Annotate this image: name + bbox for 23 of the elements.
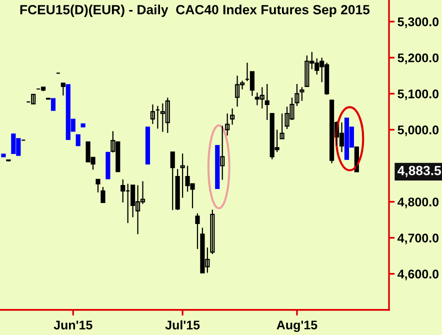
candlestick	[50, 98, 56, 111]
y-tick-label: 4,800.0	[398, 198, 439, 208]
candlestick	[96, 178, 100, 193]
y-tick-label: 5,100.0	[398, 89, 439, 100]
x-tick-label: Aug'15	[276, 320, 318, 332]
candlestick	[215, 145, 220, 189]
candlestick	[106, 152, 110, 180]
candlestick	[1, 154, 6, 158]
y-tick-label: 5,300.0	[398, 17, 439, 28]
candlestick	[195, 212, 200, 250]
x-tick-label: Jun'15	[54, 320, 92, 330]
chart-title: FCEU15(D)(EUR) - Daily CAC40 Index Futures Sep 2015	[20, 4, 370, 17]
y-tick-label: 5,200.0	[398, 53, 439, 64]
candlestick	[354, 146, 359, 172]
y-tick-label: 4,700.0	[398, 234, 439, 244]
candlestick	[145, 126, 150, 164]
y-tick-label: 4,600.0	[398, 270, 439, 280]
candlestick	[76, 134, 80, 146]
candlestick	[6, 159, 11, 162]
y-tick-label: 5,000.0	[398, 126, 439, 136]
text: 4,883.5	[398, 166, 441, 178]
x-tick-label: Jul'15	[165, 320, 200, 330]
candlestick	[80, 123, 86, 128]
